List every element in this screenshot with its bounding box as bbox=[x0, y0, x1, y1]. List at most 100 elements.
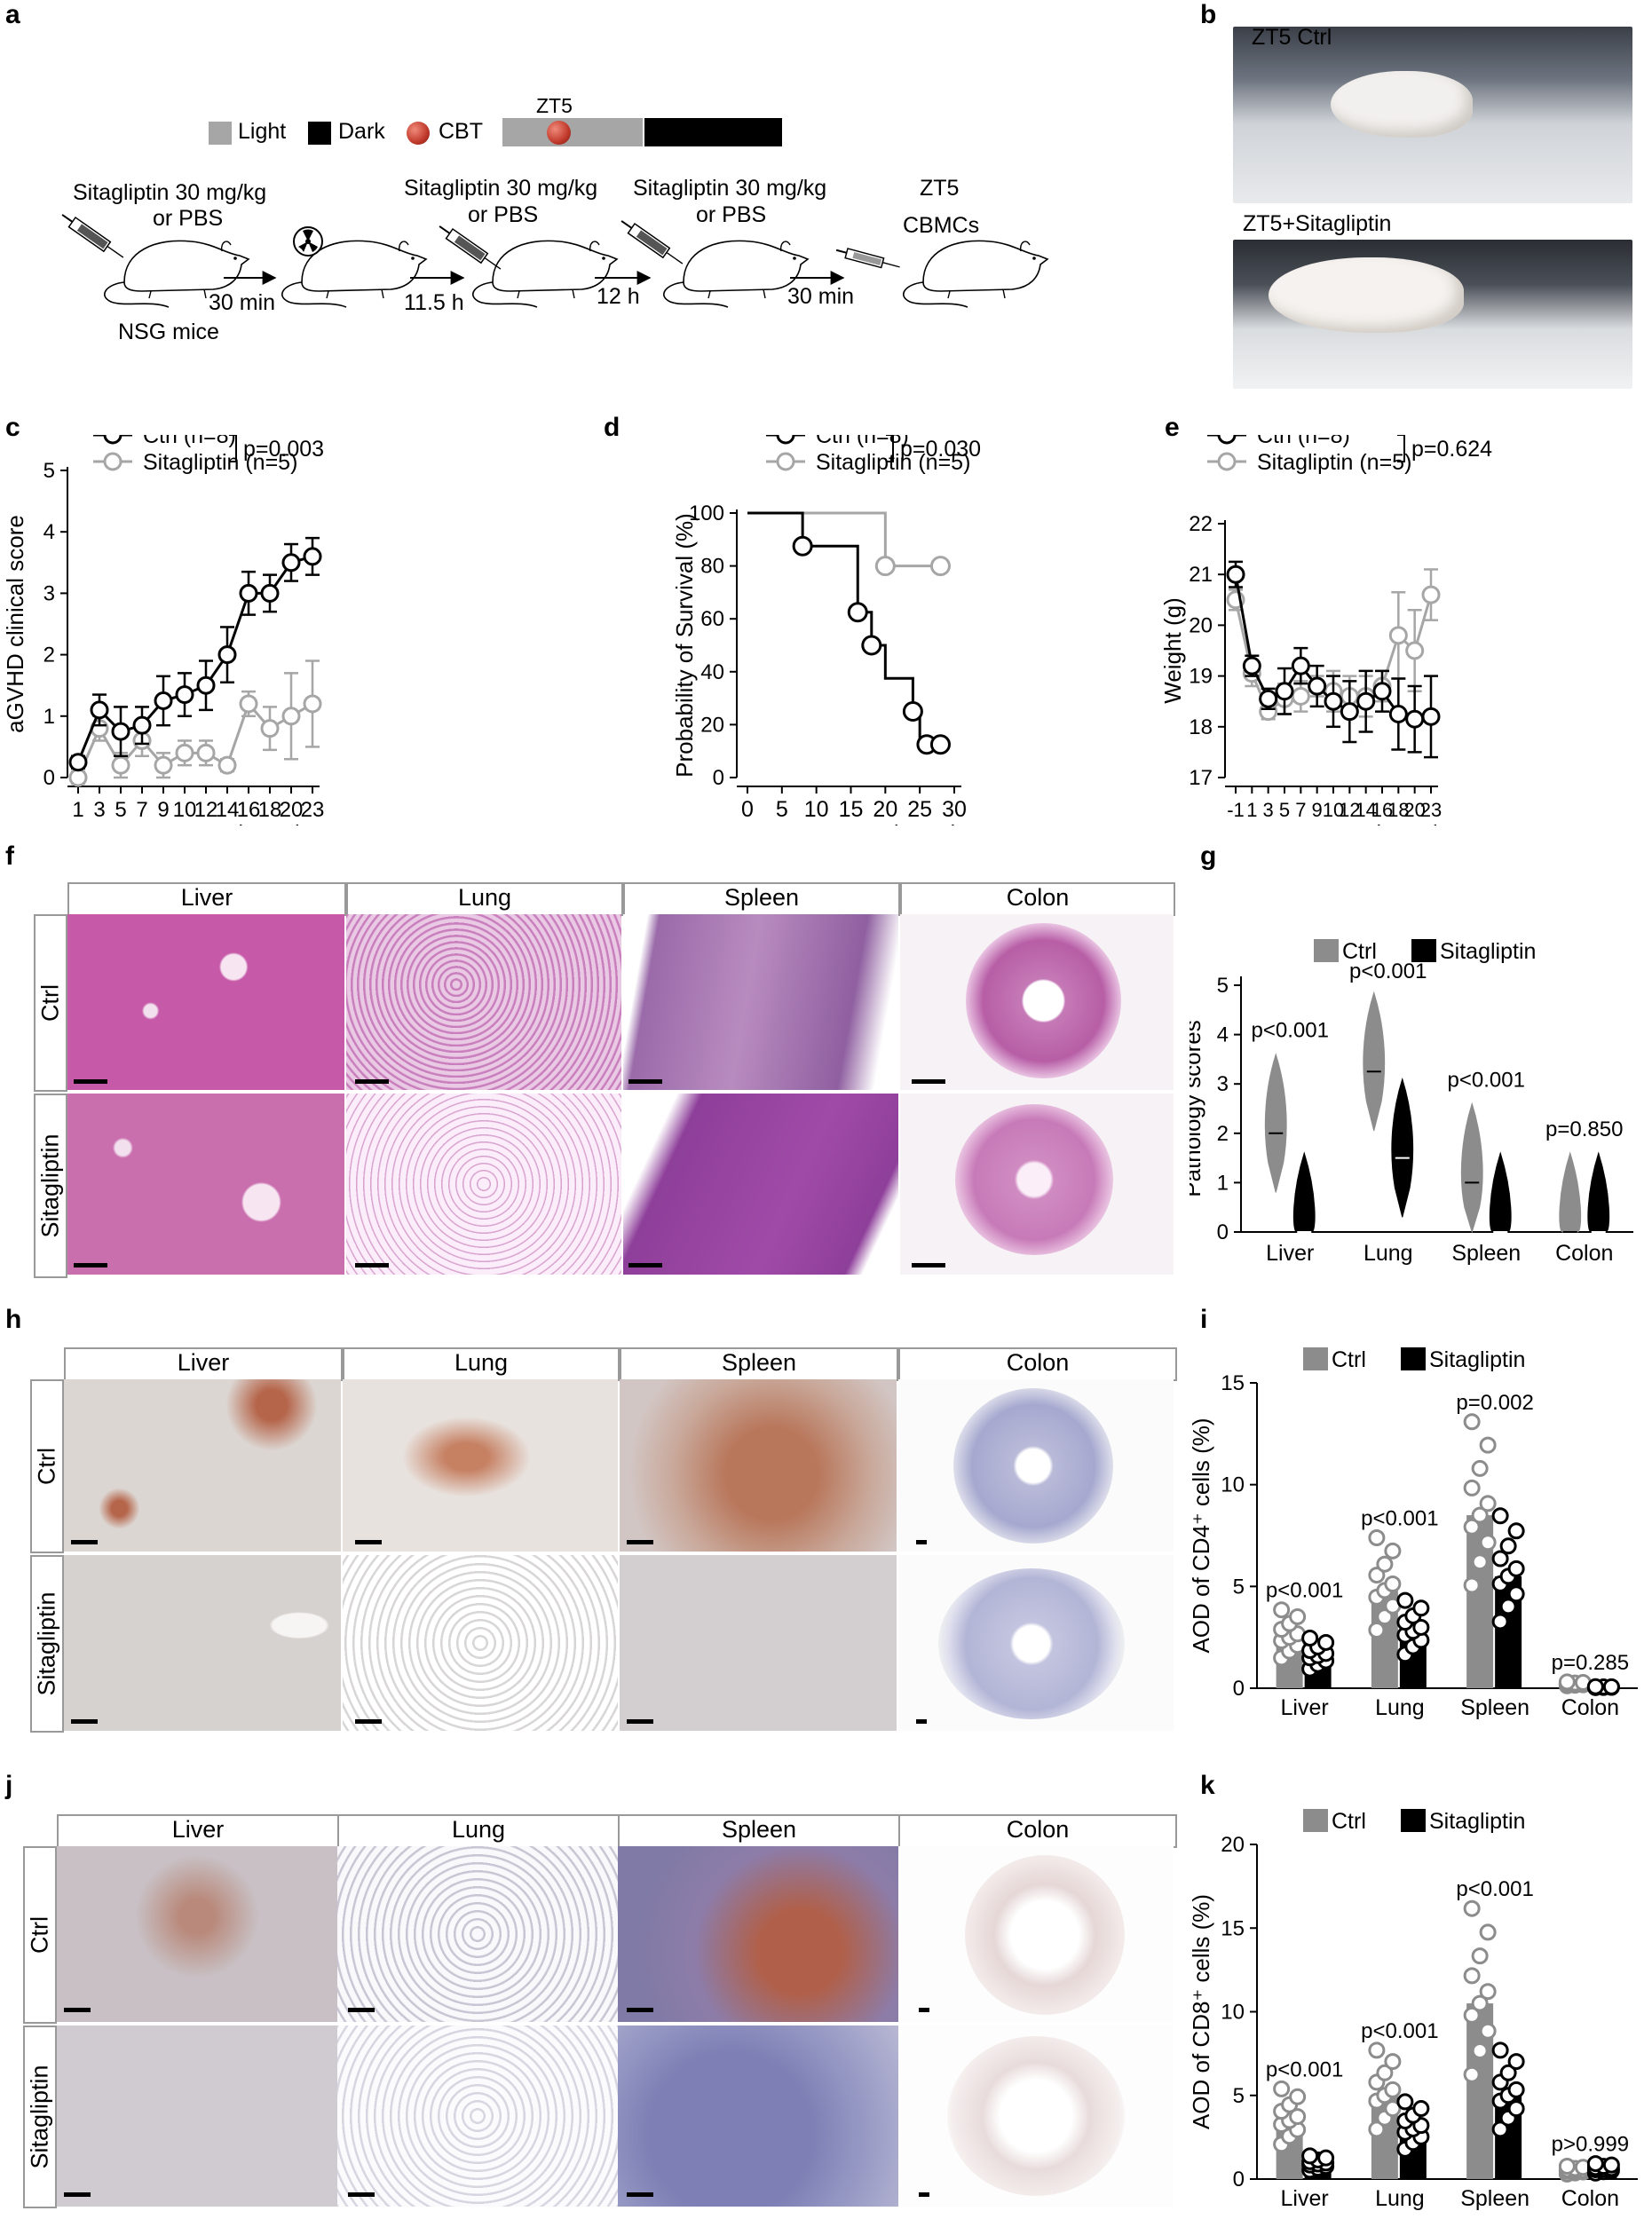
step4-label-line1: Sitagliptin 30 mg/kg bbox=[633, 176, 827, 201]
y-tick-label: 4 bbox=[1217, 1023, 1229, 1047]
he-ctrl-colon-section bbox=[966, 923, 1121, 1078]
data-point bbox=[1463, 1576, 1481, 1594]
legend-marker bbox=[1217, 435, 1237, 445]
data-point bbox=[196, 675, 216, 695]
data-point bbox=[1507, 2081, 1525, 2098]
light-legend-swatch bbox=[209, 122, 232, 145]
x-tick-label: 18 bbox=[1387, 799, 1409, 821]
row-header-sitagliptin-text: Sitagliptin bbox=[36, 1133, 64, 1238]
cd8-sita-liver bbox=[57, 2026, 337, 2207]
dark-legend-swatch bbox=[308, 122, 331, 145]
scale-bar bbox=[71, 1719, 98, 1724]
x-tick-label: 14 bbox=[216, 798, 240, 822]
data-point bbox=[1405, 709, 1425, 729]
scale-bar bbox=[627, 2192, 653, 2197]
step1-label-line2: or PBS bbox=[153, 206, 224, 231]
p-value-label: p=0.030 bbox=[900, 437, 981, 462]
cd8-sita-colon bbox=[898, 2026, 1174, 2207]
data-point bbox=[1412, 2100, 1430, 2118]
y-axis-title: AOD of CD4⁺ cells (%) bbox=[1190, 1417, 1214, 1653]
x-tick-label: 16 bbox=[237, 798, 261, 822]
step3-label-line2: or PBS bbox=[468, 202, 539, 227]
he-sita-colon-section bbox=[955, 1104, 1113, 1255]
y-tick-label: 0 bbox=[43, 766, 55, 790]
y-tick-label: 22 bbox=[1189, 512, 1213, 536]
data-point bbox=[1289, 2108, 1307, 2126]
data-point bbox=[1491, 1550, 1509, 1568]
violin bbox=[1264, 1053, 1287, 1193]
data-point bbox=[1421, 585, 1441, 604]
x-axis-title: Days post transplantation bbox=[1203, 820, 1463, 825]
col-header-lung: Lung bbox=[337, 1814, 620, 1848]
scale-bar bbox=[912, 1079, 945, 1084]
legend-swatch bbox=[1303, 1347, 1328, 1370]
y-tick-label: 1 bbox=[1217, 1171, 1229, 1195]
x-tick-label: 10 bbox=[804, 797, 829, 822]
x-tick-label: Colon bbox=[1555, 1241, 1613, 1266]
scale-bar bbox=[912, 1263, 945, 1267]
cd8-ctrl-colon bbox=[898, 1846, 1174, 2022]
data-point bbox=[874, 556, 896, 577]
cd4-sita-colon bbox=[898, 1555, 1174, 1731]
scale-bar bbox=[355, 1540, 382, 1544]
data-point bbox=[1301, 2147, 1319, 2165]
y-axis-title: Probability of Survival (%) bbox=[671, 513, 698, 778]
chart-k-cd8-aod: 0 5 10 15 20 AOD of CD8⁺ cells (%) Liver p<0.00… bbox=[1190, 1809, 1638, 2211]
data-point bbox=[1471, 2042, 1489, 2060]
scale-bar bbox=[355, 1079, 389, 1084]
y-tick-label: 20 bbox=[700, 713, 724, 737]
y-tick-label: 0 bbox=[1233, 1677, 1245, 1701]
he-ctrl-lung bbox=[346, 914, 621, 1090]
y-tick-label: 20 bbox=[1221, 1833, 1245, 1857]
cbt-legend-label: CBT bbox=[439, 119, 483, 144]
data-point bbox=[281, 707, 301, 726]
legend-label: Sitagliptin (n=5) bbox=[143, 450, 297, 475]
arrow2-label: 11.5 h bbox=[404, 290, 464, 315]
col-header-colon: Colon bbox=[898, 1814, 1177, 1848]
data-point bbox=[1558, 2157, 1576, 2175]
data-point bbox=[1273, 2080, 1291, 2097]
chart-d-survival: 020406080100051015202530Days post transp… bbox=[671, 435, 981, 825]
y-axis-title: Weight (g) bbox=[1159, 597, 1186, 703]
cd4-ctrl-colon bbox=[898, 1379, 1174, 1552]
y-axis-title: Pathology scores bbox=[1190, 1020, 1205, 1196]
x-tick-label: 0 bbox=[741, 797, 754, 822]
arrow4-label: 30 min bbox=[787, 284, 855, 309]
data-point bbox=[1507, 2100, 1525, 2118]
col-header-liver: Liver bbox=[57, 1814, 339, 1848]
legend-label: Sitagliptin bbox=[1440, 939, 1536, 964]
y-tick-label: 5 bbox=[1217, 974, 1229, 998]
photo-zt5-ctrl bbox=[1233, 27, 1632, 203]
zt5-marker-label: ZT5 bbox=[536, 94, 573, 117]
y-tick-label: 3 bbox=[43, 581, 55, 605]
data-point bbox=[1340, 702, 1359, 722]
data-point bbox=[154, 691, 173, 710]
data-point bbox=[1463, 2065, 1481, 2083]
violin bbox=[1292, 1151, 1316, 1233]
legend-label: Ctrl (n=8) bbox=[143, 435, 236, 448]
he-ctrl-colon bbox=[900, 914, 1174, 1090]
legend-label: Ctrl bbox=[1342, 939, 1377, 964]
data-point bbox=[1368, 1528, 1386, 1546]
data-point bbox=[303, 694, 322, 714]
y-tick-label: 100 bbox=[689, 501, 724, 525]
row-header-ctrl: Ctrl bbox=[23, 1846, 57, 2024]
data-point bbox=[1368, 1622, 1386, 1639]
legend-swatch bbox=[1303, 1809, 1328, 1832]
data-point bbox=[260, 583, 280, 603]
x-tick-label: 10 bbox=[173, 798, 197, 822]
cd4-sita-colon-section bbox=[938, 1568, 1125, 1719]
violin bbox=[1489, 1151, 1512, 1233]
data-point bbox=[1463, 1518, 1481, 1536]
data-point bbox=[1384, 2053, 1402, 2071]
legend-marker bbox=[776, 435, 795, 445]
legend-label: Ctrl (n=8) bbox=[1257, 435, 1350, 448]
data-point bbox=[303, 547, 322, 566]
data-point bbox=[132, 715, 152, 735]
panel-label-k: k bbox=[1200, 1771, 1215, 1800]
x-tick-label: Colon bbox=[1561, 1695, 1619, 1720]
p-value-label: p<0.001 bbox=[1349, 959, 1427, 983]
data-point bbox=[1275, 682, 1294, 701]
data-point bbox=[1507, 1522, 1525, 1540]
step1-label-line1: Sitagliptin 30 mg/kg bbox=[73, 180, 267, 205]
